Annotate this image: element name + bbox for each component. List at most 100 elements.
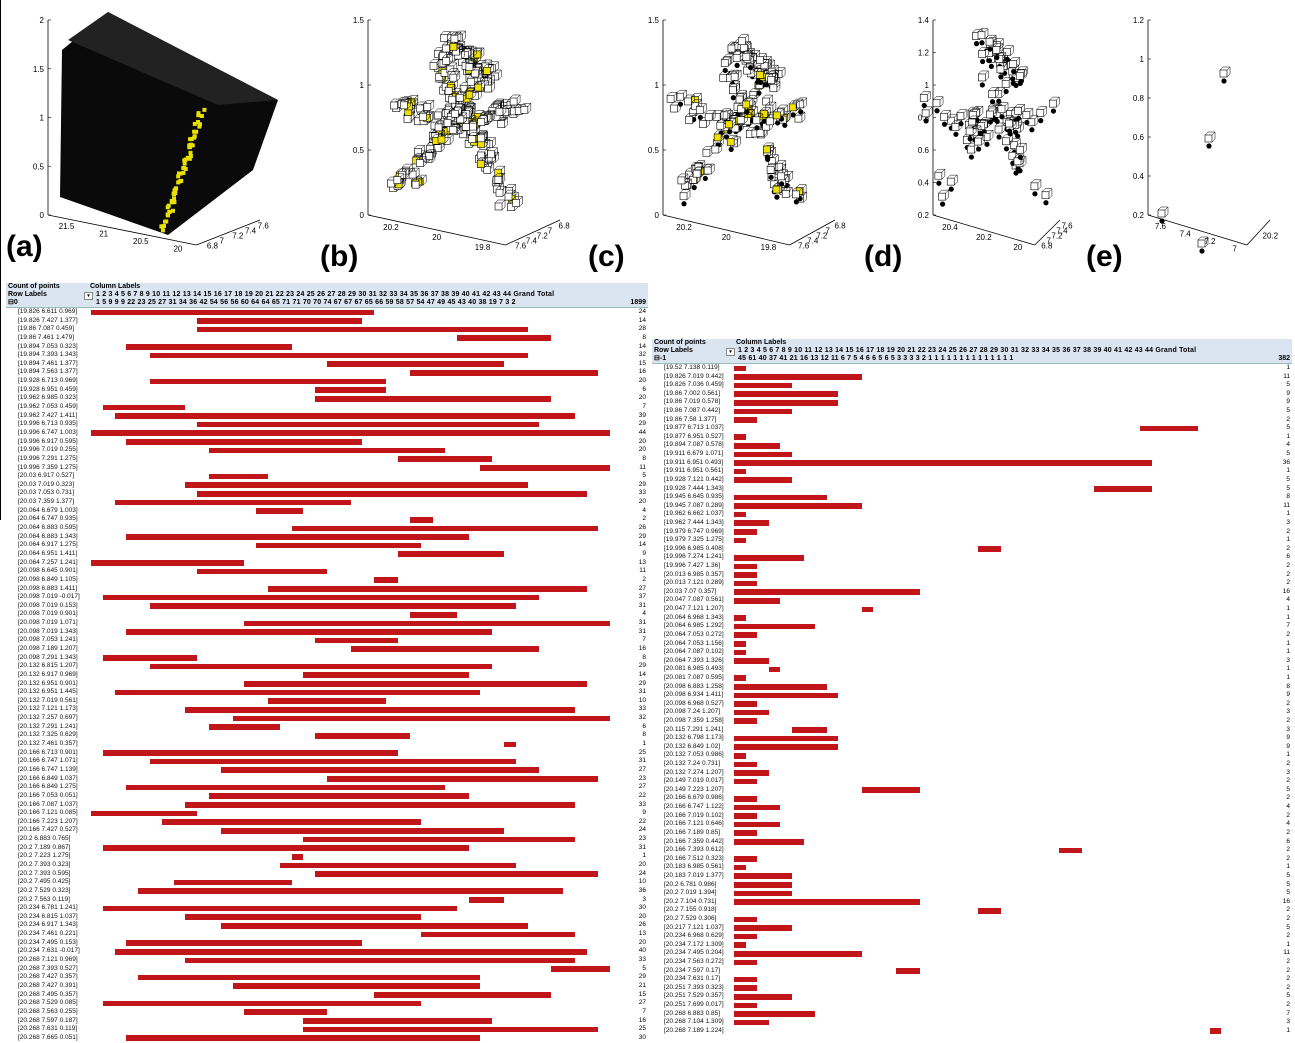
count-bar — [734, 649, 746, 656]
pivot-row: [19.962 7.427 1.411] 39 — [6, 412, 648, 421]
pivot-row: [20.166 7.019 0.102] 2 — [652, 812, 1292, 821]
row-total: 14 — [638, 541, 646, 549]
count-bar — [734, 795, 758, 802]
row-total: 2 — [1286, 716, 1290, 724]
row-label: [19.996 7.359 1.275] — [18, 463, 78, 471]
pivot-row: [19.996 6.917 0.595] 20 — [6, 438, 648, 447]
z-tick-label: 7.6 — [798, 242, 810, 251]
row-total: 27 — [638, 765, 646, 773]
count-bar — [734, 813, 758, 819]
pivot-table-left: Count of points Column Labels Row Labels… — [6, 283, 648, 1042]
row-total: 33 — [638, 705, 646, 713]
count-bar — [232, 983, 481, 990]
group-counts: 45 61 40 37 41 21 16 13 12 11 6 7 5 4 6 … — [738, 355, 1014, 362]
count-bar — [150, 663, 493, 670]
filter-dropdown-icon[interactable]: ▾ — [84, 292, 93, 300]
count-bar — [150, 352, 528, 359]
count-bar — [456, 335, 552, 342]
row-label: [20.166 7.189 0.85] — [664, 828, 721, 836]
count-bar — [734, 494, 827, 501]
row-total: 16 — [638, 644, 646, 652]
row-label: [20.2 7.019 1.394] — [664, 889, 717, 897]
plot-panel-5: 1.2 1 0.8 0.6 0.4 0.2 7.6 7.4 7.2 7 20.2 — [1110, 0, 1290, 265]
pivot-row: [20.132 6.798 1.173] 9 — [652, 734, 1292, 743]
row-total: 29 — [638, 420, 646, 428]
row-label: [20.03 7.359 1.377] — [18, 498, 75, 506]
row-total: 2 — [1286, 579, 1290, 587]
row-label: [20.064 7.393 1.326] — [664, 656, 724, 664]
row-total: 2 — [1286, 630, 1290, 638]
count-bar — [734, 503, 862, 509]
row-total: 9 — [1286, 734, 1290, 742]
row-label: [20.064 6.883 1.343] — [18, 532, 78, 540]
count-bar — [150, 758, 516, 765]
row-total: 11 — [1283, 949, 1290, 957]
pivot-row: [19.877 6.713 1.037] 5 — [652, 424, 1292, 433]
pivot-row: [20.064 6.985 1.292] 7 — [652, 622, 1292, 631]
count-bar — [114, 413, 575, 419]
row-label: [20.098 7.019 0.153] — [18, 601, 78, 609]
row-label: [20.2 7.529 0.306] — [664, 915, 717, 922]
pivot-row: [20.149 7.223 1.207] 5 — [652, 786, 1292, 795]
y-tick-label: 0.2 — [1133, 211, 1145, 220]
count-bar — [303, 672, 469, 679]
pivot-row: [20.183 6.985 0.561] 1 — [652, 863, 1292, 872]
row-total: 7 — [642, 636, 646, 644]
count-bar — [291, 853, 304, 860]
y-tick-label: 0 — [360, 211, 365, 220]
row-total: 40 — [638, 947, 646, 955]
row-total: 5 — [1286, 475, 1290, 483]
y-tick-label: 1 — [925, 81, 930, 90]
row-label: [19.894 7.053 0.323] — [18, 342, 78, 350]
row-total: 15 — [638, 359, 646, 367]
pivot-row: [19.996 7.019 0.255] 20 — [6, 446, 648, 455]
plot-3-svg: 1.5 1 0.5 0 20.2 20 19.8 7.67.47.27 6.8 — [648, 16, 846, 252]
pivot-row: [20.2 7.155 0.918] 2 — [652, 906, 1292, 915]
pivot-row: [20.047 7.121 1.207] 1 — [652, 605, 1292, 614]
row-total: 2 — [1286, 966, 1290, 974]
pivot-row: [19.911 6.679 1.071] 5 — [652, 450, 1292, 459]
count-bar — [734, 520, 769, 527]
row-label: [19.911 6.951 0.561] — [664, 467, 724, 475]
x-tick-label: 20 — [722, 233, 731, 242]
group-label: ⊟0 — [8, 299, 18, 306]
row-label: [19.996 6.747 1.003] — [18, 428, 78, 436]
row-label: [20.098 7.359 1.258] — [664, 716, 724, 724]
pivot-row: [20.098 6.883 1.411] 27 — [6, 585, 648, 594]
row-total: 20 — [638, 394, 646, 402]
row-total: 1 — [1286, 665, 1290, 673]
filter-dropdown-icon[interactable]: ▾ — [726, 348, 735, 356]
count-bar — [220, 827, 504, 834]
x-tick-label: 20.4 — [942, 223, 958, 232]
row-total: 24 — [638, 869, 646, 877]
y-tick-label: 0.5 — [648, 146, 660, 155]
row-total: 3 — [1286, 656, 1290, 664]
row-total: 33 — [638, 800, 646, 808]
pivot-row: [20.166 7.427 0.527] 24 — [6, 826, 648, 835]
count-bar — [185, 957, 575, 964]
row-label: [20.234 7.631 0.17] — [664, 975, 721, 983]
row-label: [20.098 6.883 1.411] — [18, 584, 78, 592]
row-total: 2 — [1286, 983, 1290, 991]
pivot-row: [20.251 7.699 0.017] 2 — [652, 1001, 1292, 1010]
count-bar — [734, 434, 746, 440]
row-total: 1 — [1286, 432, 1290, 440]
row-total: 3 — [1286, 725, 1290, 733]
row-label: [20.047 7.121 1.207] — [664, 605, 724, 613]
row-label: [19.996 6.985 0.408] — [664, 544, 724, 552]
pivot-row: [20.166 6.713 0.901] 25 — [6, 749, 648, 758]
row-total: 1 — [1286, 648, 1290, 656]
count-bar — [421, 931, 575, 938]
count-bar — [102, 1000, 422, 1007]
z-tick-label: 7.4 — [245, 227, 257, 236]
row-total: 23 — [638, 835, 646, 843]
row-total: 4 — [642, 610, 646, 618]
row-label: [20.2 7.393 0.323] — [18, 861, 71, 868]
pivot-row: [20.251 7.393 0.323] 2 — [652, 984, 1292, 993]
row-total: 31 — [638, 627, 646, 635]
row-label: [20.132 7.053 0.986] — [664, 751, 724, 759]
pivot-row: [20.098 6.849 1.105] 2 — [6, 576, 648, 585]
pivot-row: [20.064 6.951 1.411] 9 — [6, 550, 648, 559]
row-label: [20.234 7.461 0.221] — [18, 930, 78, 938]
pivot-row: [20.251 7.529 0.357] 5 — [652, 992, 1292, 1001]
